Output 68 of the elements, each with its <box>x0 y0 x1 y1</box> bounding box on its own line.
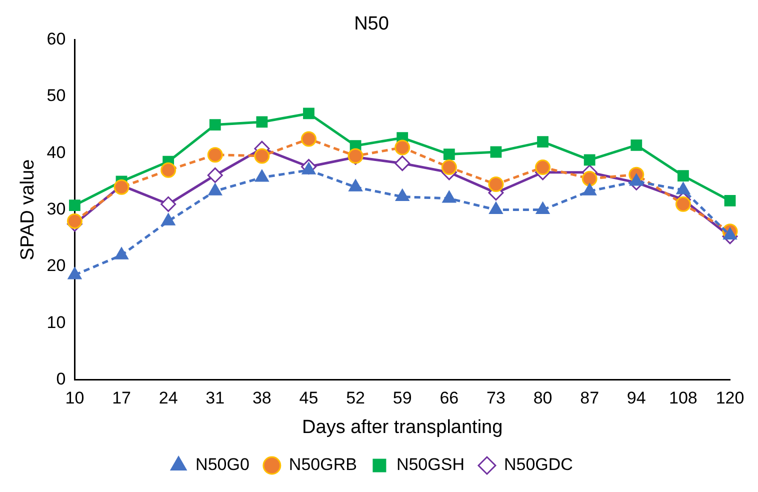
point <box>256 116 268 128</box>
point <box>675 196 691 212</box>
point <box>443 148 455 160</box>
point <box>723 228 737 240</box>
legend-label: N50GSH <box>396 455 464 474</box>
x-tick-label: 66 <box>440 388 459 408</box>
point <box>442 190 456 203</box>
point <box>490 146 502 158</box>
point <box>536 202 550 214</box>
x-tick-label: 45 <box>299 388 318 408</box>
legend-label: N50G0 <box>196 455 250 474</box>
point <box>348 179 362 192</box>
point <box>676 182 690 194</box>
y-tick-label: 0 <box>56 369 66 388</box>
point <box>66 213 82 229</box>
point <box>303 108 314 120</box>
x-tick-label: 10 <box>65 388 84 408</box>
point <box>441 160 457 176</box>
point <box>207 167 223 183</box>
point <box>255 170 269 182</box>
x-tick-label: 120 <box>716 388 744 408</box>
point <box>254 148 270 164</box>
point <box>489 202 503 214</box>
x-tick-label: 80 <box>533 388 552 408</box>
point <box>160 162 176 178</box>
point <box>488 176 504 192</box>
x-tick-label: 31 <box>206 388 225 408</box>
y-axis-title: SPAD value <box>18 159 39 260</box>
x-tick-label: 52 <box>346 388 366 408</box>
point <box>630 140 642 151</box>
point <box>68 267 82 280</box>
point <box>208 183 222 196</box>
point <box>396 189 410 202</box>
y-tick-label: 10 <box>46 312 66 332</box>
y-tick-label: 60 <box>46 29 66 48</box>
point <box>207 147 223 163</box>
point <box>114 247 128 260</box>
point <box>677 170 689 182</box>
point <box>160 196 176 212</box>
legend-label: N50GDC <box>504 455 573 474</box>
x-tick-label: 38 <box>252 388 272 408</box>
x-tick-label: 87 <box>580 388 600 408</box>
y-tick-label: 50 <box>46 86 66 106</box>
point <box>300 131 316 147</box>
y-tick-label: 20 <box>46 256 66 276</box>
x-tick-label: 59 <box>392 388 412 408</box>
x-tick-label: 24 <box>158 388 178 408</box>
point <box>724 195 736 206</box>
x-tick-label: 94 <box>626 388 646 408</box>
point <box>209 119 221 130</box>
point <box>162 213 176 226</box>
y-tick-label: 30 <box>46 199 66 218</box>
point <box>394 156 410 172</box>
x-tick-label: 17 <box>112 388 131 408</box>
point <box>69 200 80 211</box>
point <box>537 136 548 148</box>
legend-label: N50GRB <box>288 455 357 474</box>
point <box>584 154 596 166</box>
point <box>582 170 598 186</box>
y-tick-label: 40 <box>46 142 66 162</box>
x-tick-label: 108 <box>669 388 698 408</box>
x-tick-label: 73 <box>486 388 506 408</box>
point <box>394 140 410 156</box>
x-axis-title: Days after transplanting <box>302 416 503 438</box>
point <box>535 160 551 176</box>
chart-title: N50 <box>354 14 389 35</box>
point <box>582 183 596 196</box>
point <box>630 174 644 186</box>
